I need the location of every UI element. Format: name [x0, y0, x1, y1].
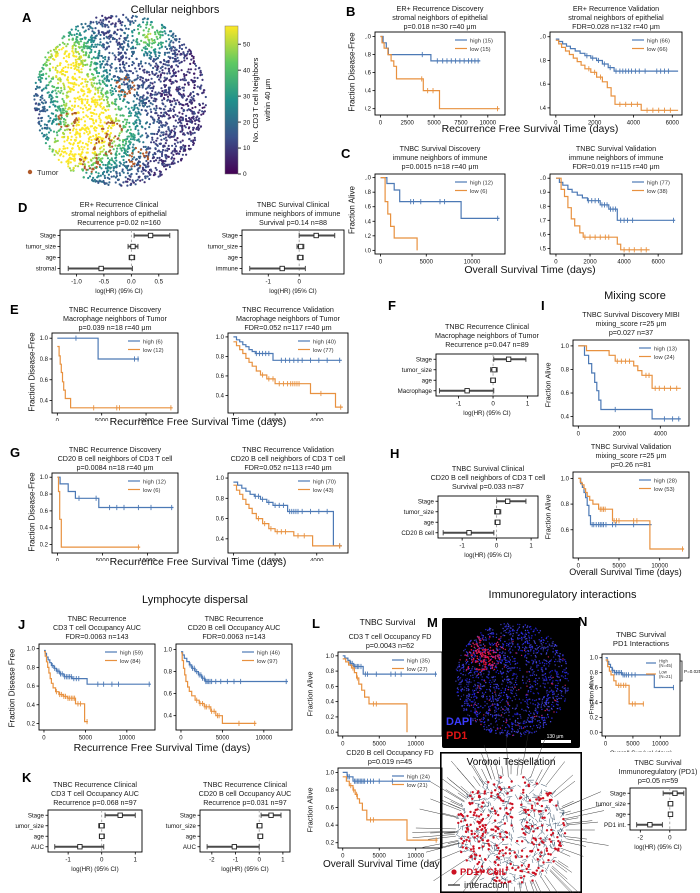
km-l-bottom-chart: CD20 B cell Occupancy FDp=0.019 n=450 500…: [326, 748, 443, 860]
l-bottom-ylabel: Fraction Alive: [305, 787, 315, 833]
l-xlabel: Overall Survival Time (days): [322, 859, 449, 870]
km-l-top-chart: CD3 T cell Occupancy FDp=0.0043 n=620 500…: [326, 632, 443, 748]
panel-label-e: E: [10, 302, 19, 317]
svg-text:Tumor: Tumor: [37, 168, 59, 177]
cell-neighbor-map: 0 10 20 30 40 50 No. CD3 T cell Neighbors withi…: [27, 13, 272, 187]
panel-a-title: Cellular neighbors: [130, 4, 220, 16]
panel-label-f: F: [388, 298, 396, 313]
svg-text:50: 50: [243, 41, 251, 48]
svg-text:40: 40: [243, 67, 251, 74]
panel-label-l: L: [312, 616, 320, 631]
svg-text:10: 10: [243, 145, 251, 152]
svg-text:30: 30: [243, 93, 251, 100]
header-mixing-score: Mixing score: [604, 290, 666, 302]
panel-label-c: C: [341, 146, 351, 161]
j-xlabel: Recurrence Free Survival Time (days): [73, 742, 251, 754]
svg-text:0: 0: [243, 171, 247, 178]
panel-label-a: A: [22, 10, 32, 25]
svg-text:No. CD3 T cell Neighbors: No. CD3 T cell Neighbors: [251, 57, 260, 142]
b-ylabel: Fraction Disease-Free: [347, 32, 357, 112]
svg-text:PD1: PD1: [446, 730, 467, 742]
header-lymphocyte-dispersal: Lymphocyte dispersal: [142, 594, 248, 606]
panel-label-m: M: [427, 615, 438, 630]
j-ylabel: Fraction Disease Free: [7, 648, 17, 728]
km-i-top-chart: TNBC Survival Discovery MIBImixing_score…: [561, 310, 690, 438]
panel-label-g: G: [10, 445, 21, 460]
panel-label-h: H: [390, 446, 400, 461]
svg-text:20: 20: [243, 119, 251, 126]
svg-text:DAPI: DAPI: [446, 716, 472, 728]
e-ylabel: Fraction Disease-Free: [27, 332, 37, 412]
c-xlabel: Overall Survival Time (days): [464, 264, 596, 276]
g-xlabel: Recurrence Free Survival Time (days): [109, 556, 287, 568]
panel-label-k: K: [22, 770, 32, 785]
panel-label-d: D: [18, 200, 28, 215]
svg-text:130 μm: 130 μm: [547, 734, 564, 740]
g-ylabel: Fraction Disease-Free: [27, 472, 37, 552]
panel-label-b: B: [346, 4, 356, 19]
header-immunoregulatory: Immunoregulatory interactions: [488, 589, 637, 601]
l-top-ylabel: Fraction Alive: [305, 671, 315, 717]
svg-text:within 40 μm: within 40 μm: [263, 79, 272, 122]
panel-label-n: N: [578, 614, 588, 629]
panel-label-j: J: [18, 617, 26, 632]
panel-label-i: I: [541, 298, 545, 313]
b-xlabel: Recurrence Free Survival Time (days): [441, 123, 619, 135]
l-column-title: TNBC Survival: [359, 617, 416, 627]
e-xlabel: Recurrence Free Survival Time (days): [109, 416, 287, 428]
dapi-pd1-microscopy-image: DAPI PD1 130 μm: [442, 618, 580, 748]
i-xlabel: Overall Survival Time (days): [569, 567, 682, 577]
